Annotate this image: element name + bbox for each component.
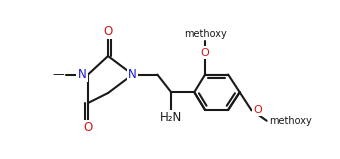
- Text: N: N: [128, 68, 137, 81]
- Text: O: O: [103, 24, 113, 38]
- Text: H₂N: H₂N: [160, 111, 182, 124]
- Text: methoxy: methoxy: [269, 116, 312, 126]
- Text: methoxy: methoxy: [184, 29, 226, 39]
- Text: O: O: [201, 48, 209, 58]
- Text: O: O: [254, 105, 262, 115]
- Text: —: —: [52, 68, 64, 81]
- Text: N: N: [78, 68, 86, 81]
- Text: O: O: [83, 121, 92, 135]
